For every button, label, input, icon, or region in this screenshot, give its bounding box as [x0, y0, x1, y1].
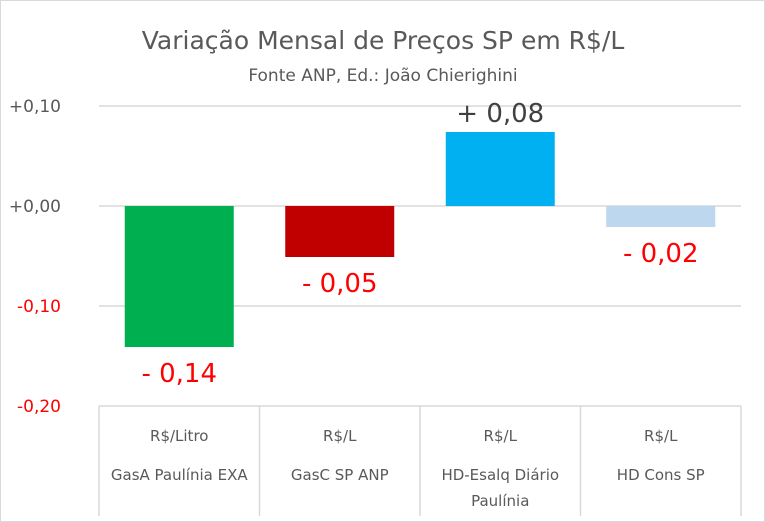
category-label: HD-Esalq Diário	[441, 466, 559, 484]
category-label: Paulínia	[471, 492, 529, 510]
bar	[445, 132, 555, 206]
data-label: + 0,08	[456, 99, 544, 129]
chart-subtitle: Fonte ANP, Ed.: João Chierighini	[248, 66, 517, 86]
bar	[124, 206, 234, 347]
category-unit: R$/L	[484, 427, 518, 445]
data-label: - 0,05	[302, 269, 378, 299]
category-unit: R$/L	[323, 427, 357, 445]
y-tick-label: +0,00	[9, 197, 61, 217]
category-unit: R$/L	[644, 427, 678, 445]
y-tick-label: +0,10	[9, 97, 61, 117]
category-label: GasA Paulínia EXA	[111, 466, 248, 484]
bar	[285, 206, 395, 257]
category-unit: R$/Litro	[150, 427, 208, 445]
y-tick-label: -0,20	[17, 397, 61, 417]
category-label: GasC SP ANP	[291, 466, 389, 484]
data-label: - 0,02	[623, 239, 699, 269]
category-label: HD Cons SP	[617, 466, 705, 484]
data-label: - 0,14	[141, 359, 217, 389]
y-tick-label: -0,10	[17, 297, 61, 317]
chart-title: Variação Mensal de Preços SP em R$/L	[142, 26, 625, 55]
bar	[606, 206, 716, 227]
